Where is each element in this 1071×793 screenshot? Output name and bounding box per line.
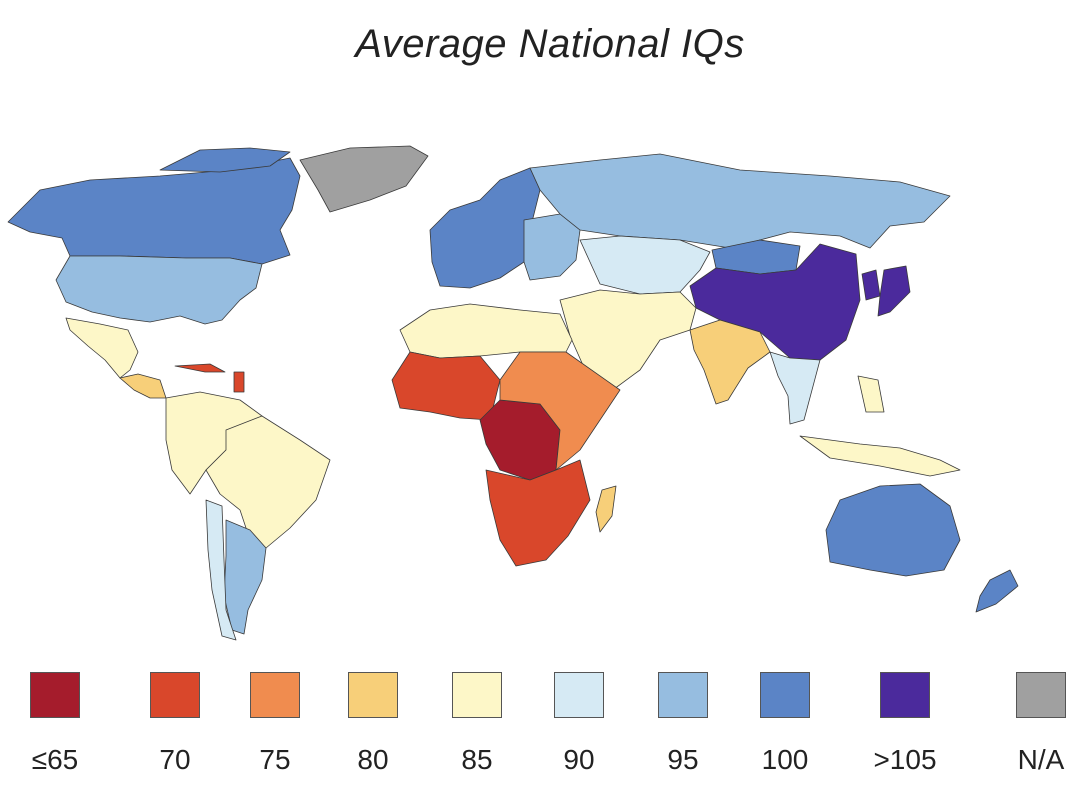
region-canada	[7, 157, 301, 265]
legend-label: 70	[159, 744, 191, 775]
legend-label: 95	[667, 744, 699, 775]
region-west-africa	[391, 351, 501, 421]
region-north-africa	[399, 303, 573, 359]
map-title: Average National IQs	[355, 22, 745, 66]
legend-swatch	[348, 672, 398, 718]
legend-swatch	[30, 672, 80, 718]
legend-swatch	[452, 672, 502, 718]
region-madagascar	[595, 485, 617, 533]
region-caribbean-east	[233, 371, 245, 393]
legend-swatch	[250, 672, 300, 718]
region-russia	[529, 153, 951, 249]
region-southeast-asia	[769, 351, 821, 425]
legend-label: >105	[873, 744, 937, 775]
legend-swatch	[554, 672, 604, 718]
region-australia	[825, 483, 961, 577]
legend-swatch	[150, 672, 200, 718]
region-caribbean	[174, 363, 226, 373]
region-indonesia	[799, 435, 961, 477]
region-southern-africa	[485, 459, 591, 567]
region-korea	[861, 269, 881, 301]
region-canada-islands	[159, 147, 291, 173]
legend-label: N/A	[1017, 744, 1065, 775]
region-central-america	[119, 373, 167, 399]
legend-swatch	[658, 672, 708, 718]
legend-label: ≤65	[31, 744, 79, 775]
legend-label: 100	[761, 744, 809, 775]
region-mexico	[65, 317, 139, 379]
legend-label: 90	[563, 744, 595, 775]
region-japan	[877, 265, 911, 317]
legend-label: 80	[357, 744, 389, 775]
region-central-asia	[579, 235, 711, 295]
region-eastern-europe	[523, 213, 581, 281]
legend-swatch	[1016, 672, 1066, 718]
legend-label: 75	[259, 744, 291, 775]
region-india	[689, 319, 771, 405]
region-europe	[429, 167, 541, 289]
legend-swatch	[880, 672, 930, 718]
legend: ≤65 70 75 80 85 90 95 100 >105 N/A	[0, 672, 1071, 793]
legend-label: 85	[461, 744, 493, 775]
region-chile	[205, 499, 237, 641]
region-philippines	[857, 375, 885, 413]
world-map	[7, 145, 1019, 641]
region-united-states	[55, 255, 263, 325]
legend-swatch	[760, 672, 810, 718]
region-new-zealand	[975, 569, 1019, 613]
region-greenland	[299, 145, 429, 213]
